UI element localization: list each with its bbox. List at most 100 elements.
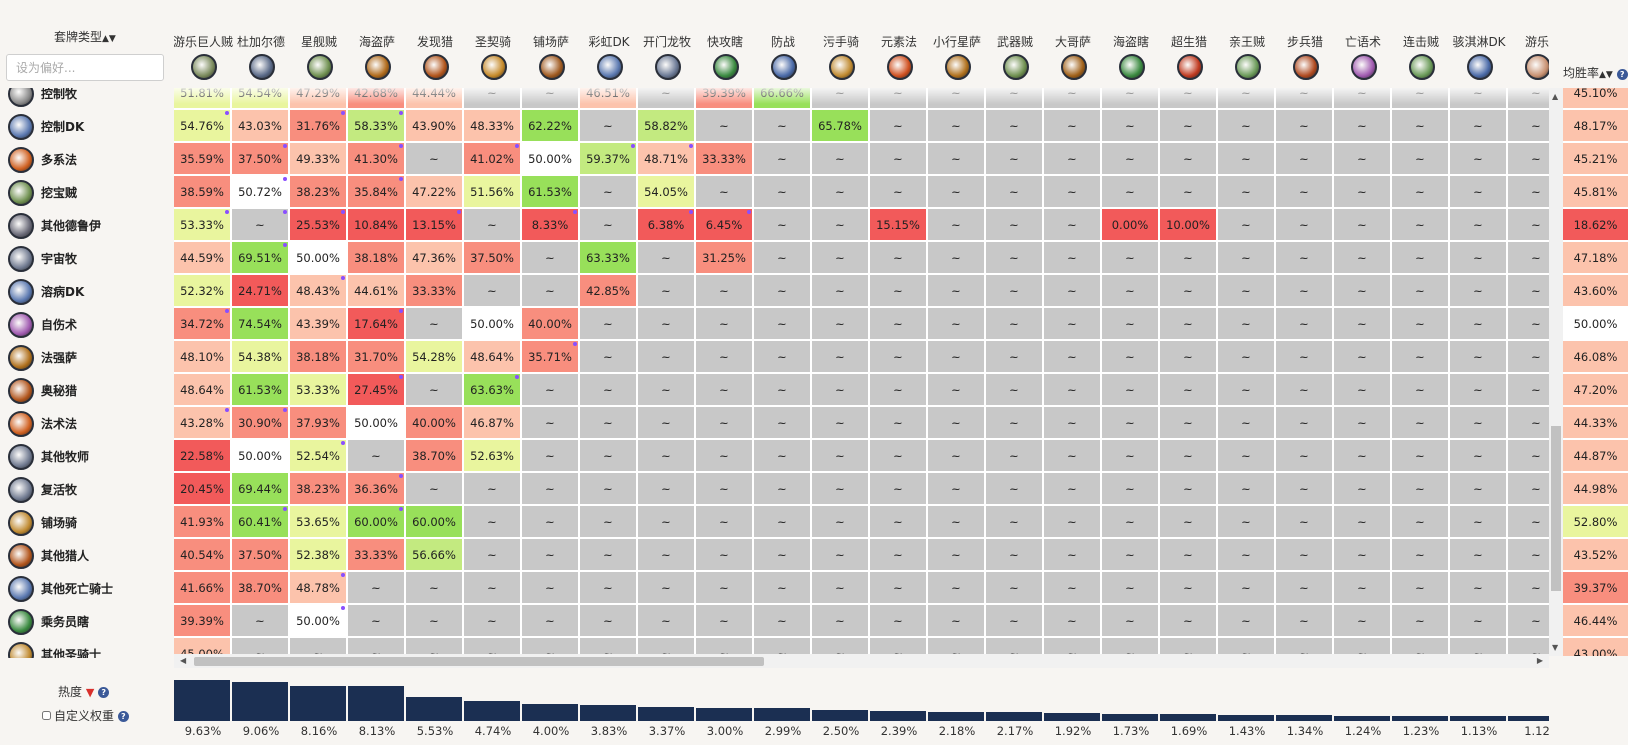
matchup-cell[interactable]: ~ — [464, 539, 520, 570]
sort-arrows-icon[interactable]: ▲▼ — [102, 34, 116, 44]
matchup-cell[interactable]: ~ — [696, 539, 752, 570]
matchup-cell[interactable]: ~ — [754, 374, 810, 405]
matchup-cell[interactable]: 43.03% — [232, 110, 288, 141]
matchup-cell[interactable]: ~ — [696, 341, 752, 372]
deck-row-label[interactable]: 铺场骑 — [0, 506, 172, 539]
matchup-cell[interactable]: ~ — [1392, 605, 1448, 636]
matchup-cell[interactable]: ~ — [1450, 572, 1506, 603]
matchup-cell[interactable]: ~ — [696, 110, 752, 141]
matchup-cell[interactable]: ~ — [986, 572, 1042, 603]
matchup-cell[interactable]: ~ — [1392, 88, 1448, 108]
matchup-cell[interactable]: ~ — [580, 176, 636, 207]
matchup-cell[interactable]: ~ — [754, 407, 810, 438]
matchup-cell[interactable]: ~ — [928, 605, 984, 636]
matchup-cell[interactable]: 51.81% — [174, 88, 230, 108]
matchup-cell[interactable]: ~ — [1160, 407, 1216, 438]
matchup-cell[interactable]: ~ — [696, 440, 752, 471]
matchup-cell[interactable]: ~ — [522, 275, 578, 306]
help-icon[interactable]: ? — [117, 711, 129, 722]
matchup-cell[interactable]: ~ — [1334, 506, 1390, 537]
matchup-cell[interactable]: ~ — [638, 506, 694, 537]
matchup-cell[interactable]: ~ — [1160, 473, 1216, 504]
column-header[interactable]: 星舰贼 — [290, 0, 348, 88]
matchup-cell[interactable]: ~ — [1218, 638, 1274, 656]
matchup-cell[interactable]: 60.41% — [232, 506, 288, 537]
matchup-cell[interactable]: 69.44% — [232, 473, 288, 504]
matchup-cell[interactable]: ~ — [580, 407, 636, 438]
matchup-cell[interactable]: ~ — [464, 275, 520, 306]
matchup-cell[interactable]: ~ — [1218, 308, 1274, 339]
deck-row-label[interactable]: 复活牧 — [0, 473, 172, 506]
matchup-cell[interactable]: ~ — [1276, 638, 1332, 656]
matchup-cell[interactable]: ~ — [986, 506, 1042, 537]
matchup-cell[interactable]: 37.50% — [232, 143, 288, 174]
matchup-cell[interactable]: ~ — [638, 308, 694, 339]
matchup-cell[interactable]: 13.15% — [406, 209, 462, 240]
matchup-cell[interactable]: ~ — [1102, 341, 1158, 372]
matchup-cell[interactable]: ~ — [1450, 506, 1506, 537]
matchup-cell[interactable]: ~ — [986, 110, 1042, 141]
matchup-cell[interactable]: 47.36% — [406, 242, 462, 273]
matchup-cell[interactable]: ~ — [754, 176, 810, 207]
matchup-cell[interactable]: ~ — [1160, 605, 1216, 636]
matchup-cell[interactable]: ~ — [928, 440, 984, 471]
matchup-cell[interactable]: ~ — [1160, 539, 1216, 570]
matchup-cell[interactable]: ~ — [1218, 407, 1274, 438]
matchup-cell[interactable]: ~ — [522, 638, 578, 656]
matchup-cell[interactable]: ~ — [1508, 605, 1549, 636]
matchup-cell[interactable]: ~ — [1102, 572, 1158, 603]
matchup-cell[interactable]: ~ — [812, 572, 868, 603]
matchup-cell[interactable]: ~ — [1044, 638, 1100, 656]
matchup-cell[interactable]: ~ — [1044, 209, 1100, 240]
sort-desc-icon[interactable]: ▼ — [85, 686, 95, 699]
matchup-cell[interactable]: ~ — [1102, 638, 1158, 656]
matchup-cell[interactable]: ~ — [1334, 374, 1390, 405]
matchup-cell[interactable]: ~ — [696, 605, 752, 636]
matchup-cell[interactable]: 53.33% — [290, 374, 346, 405]
matchup-cell[interactable]: ~ — [580, 440, 636, 471]
matchup-cell[interactable]: ~ — [1218, 374, 1274, 405]
matchup-cell[interactable]: ~ — [1392, 506, 1448, 537]
matchup-cell[interactable]: ~ — [1508, 242, 1549, 273]
matchup-cell[interactable]: 35.59% — [174, 143, 230, 174]
matchup-cell[interactable]: ~ — [1218, 473, 1274, 504]
matchup-cell[interactable]: 47.22% — [406, 176, 462, 207]
column-header[interactable]: 游乐巨人贼 — [174, 0, 233, 88]
matchup-cell[interactable]: ~ — [1392, 143, 1448, 174]
matchup-cell[interactable]: ~ — [1450, 374, 1506, 405]
matchup-cell[interactable]: ~ — [406, 572, 462, 603]
matchup-cell[interactable]: 37.93% — [290, 407, 346, 438]
matchup-cell[interactable]: 52.32% — [174, 275, 230, 306]
matchup-cell[interactable]: ~ — [1276, 440, 1332, 471]
deck-row-label[interactable]: 奥秘猎 — [0, 374, 172, 407]
matchup-cell[interactable]: 48.10% — [174, 341, 230, 372]
matchup-cell[interactable]: ~ — [754, 143, 810, 174]
matchup-cell[interactable]: 58.82% — [638, 110, 694, 141]
matchup-cell[interactable]: 61.53% — [232, 374, 288, 405]
matchup-cell[interactable]: 50.00% — [348, 407, 404, 438]
matchup-cell[interactable]: ~ — [928, 308, 984, 339]
matchup-cell[interactable]: 62.22% — [522, 110, 578, 141]
matchup-cell[interactable]: ~ — [1392, 275, 1448, 306]
scroll-up-icon[interactable]: ▲ — [1552, 92, 1559, 101]
matchup-cell[interactable]: 38.23% — [290, 176, 346, 207]
matchup-cell[interactable]: ~ — [1044, 143, 1100, 174]
column-header[interactable]: 杜加尔德 — [232, 0, 290, 88]
matchup-cell[interactable]: 31.70% — [348, 341, 404, 372]
matchup-cell[interactable]: 38.70% — [232, 572, 288, 603]
matchup-cell[interactable]: 48.64% — [174, 374, 230, 405]
matchup-cell[interactable]: ~ — [1276, 176, 1332, 207]
sort-arrows-icon[interactable]: ▲▼ — [1599, 70, 1613, 80]
matchup-cell[interactable]: ~ — [464, 506, 520, 537]
vertical-scrollbar[interactable]: ▲ ▼ — [1549, 88, 1563, 656]
matchup-cell[interactable]: ~ — [928, 143, 984, 174]
matchup-cell[interactable]: ~ — [1508, 308, 1549, 339]
deck-row-label[interactable]: 其他死亡骑士 — [0, 572, 172, 605]
matchup-cell[interactable]: ~ — [522, 539, 578, 570]
matchup-cell[interactable]: 60.00% — [348, 506, 404, 537]
column-header[interactable]: 污手骑 — [812, 0, 870, 88]
matchup-cell[interactable]: 46.87% — [464, 407, 520, 438]
column-header[interactable]: 骇淇淋DK — [1450, 0, 1508, 88]
matchup-cell[interactable]: ~ — [1392, 539, 1448, 570]
matchup-cell[interactable]: 43.28% — [174, 407, 230, 438]
